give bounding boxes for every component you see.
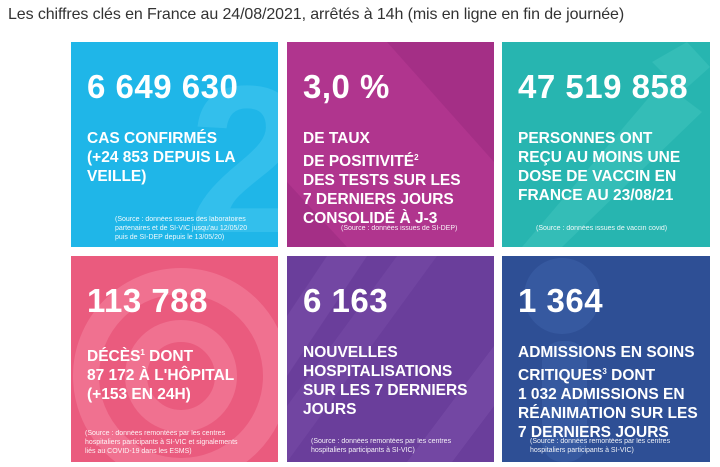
positivity-rate-source: (Source : données issues de SI-DEP) — [341, 225, 458, 232]
hospitalizations-value: 6 163 — [303, 282, 389, 319]
hospitalizations-source: (Source : données remontées par les cent… — [311, 438, 452, 454]
positivity-rate-value: 3,0 % — [303, 68, 390, 105]
deaths-value: 113 788 — [87, 282, 208, 319]
page-title: Les chiffres clés en France au 24/08/202… — [8, 6, 625, 23]
deaths-text: DÉCÈS1 DONT 87 172 À L'HÔPITAL (+153 EN … — [87, 348, 235, 404]
confirmed-cases-text: CAS CONFIRMÉS (+24 853 DEPUIS LA VEILLE) — [87, 130, 236, 185]
confirmed-cases-value: 6 649 630 — [87, 68, 239, 105]
vaccination-text: PERSONNES ONT REÇU AU MOINS UNE DOSE DE … — [518, 130, 681, 204]
hospitalizations-text: NOUVELLES HOSPITALISATIONS SUR LES 7 DER… — [303, 344, 468, 418]
critical-care-text: ADMISSIONS EN SOINS CRITIQUES3 DONT 1 03… — [518, 344, 698, 442]
footnote-marker: 3 — [602, 367, 607, 376]
vaccination-source: (Source : données issues de vaccin covid… — [536, 225, 668, 232]
vaccination-value: 47 519 858 — [518, 68, 689, 105]
positivity-rate-card: 3,0 % DE TAUX DE POSITIVITÉ2 DES TESTS S… — [287, 42, 494, 247]
vaccination-card: 47 519 858 PERSONNES ONT REÇU AU MOINS U… — [502, 42, 710, 247]
confirmed-cases-card: 2 6 649 630 CAS CONFIRMÉS (+24 853 DEPUI… — [71, 42, 278, 247]
deaths-card: 113 788 DÉCÈS1 DONT 87 172 À L'HÔPITAL (… — [71, 256, 278, 462]
footnote-marker: 1 — [140, 348, 145, 357]
footnote-marker: 2 — [414, 153, 419, 162]
positivity-rate-text: DE TAUX DE POSITIVITÉ2 DES TESTS SUR LES… — [303, 130, 461, 228]
hospitalizations-card: 6 163 NOUVELLES HOSPITALISATIONS SUR LES… — [287, 256, 494, 462]
critical-care-value: 1 364 — [518, 282, 604, 319]
confirmed-cases-source: (Source : données issues des laboratoire… — [115, 216, 248, 241]
critical-care-source: (Source : données remontées par les cent… — [530, 438, 671, 454]
deaths-source: (Source : données remontées par les cent… — [85, 430, 238, 455]
critical-care-card: 1 364 ADMISSIONS EN SOINS CRITIQUES3 DON… — [502, 256, 710, 462]
